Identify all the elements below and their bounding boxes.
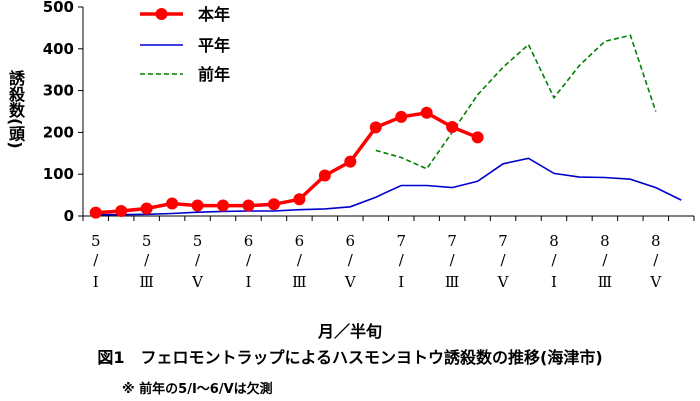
x-tick-label-month: 6 [295, 232, 305, 250]
x-tick-label-month: 6 [346, 232, 356, 250]
data-point [318, 169, 331, 182]
data-point [166, 197, 179, 210]
x-tick-label-halfmonth: Ⅲ [292, 273, 306, 291]
x-tick-label-month: 5 [193, 232, 203, 250]
x-tick-label-month: 8 [600, 232, 610, 250]
x-tick-label-month: 7 [447, 232, 457, 250]
legend-label: 平年 [198, 36, 230, 55]
x-tick-label-halfmonth: Ⅲ [598, 273, 612, 291]
x-tick-label-sep: / [93, 251, 99, 269]
data-point [191, 199, 204, 212]
series-layer [89, 34, 682, 219]
x-tick-label-halfmonth: Ⅴ [497, 273, 510, 291]
series-line [95, 110, 479, 215]
x-tick-label-halfmonth: Ⅰ [93, 273, 99, 291]
x-tick-label-month: 8 [549, 232, 559, 250]
x-axis-label: 月／半旬 [317, 322, 382, 341]
x-tick-label-sep: / [195, 251, 201, 269]
data-point [369, 121, 382, 134]
data-point [242, 199, 255, 212]
y-tick-label: 0 [64, 207, 74, 225]
data-point [395, 110, 408, 123]
x-tick-label-sep: / [653, 251, 659, 269]
y-tick-label: 100 [43, 165, 74, 183]
x-tick-label-month: 7 [498, 232, 508, 250]
legend-label: 本年 [198, 5, 230, 24]
y-tick-label: 500 [43, 0, 74, 16]
x-tick-label-sep: / [144, 251, 150, 269]
data-point [267, 198, 280, 211]
x-tick-label-halfmonth: Ⅰ [398, 273, 404, 291]
series-line [375, 34, 657, 170]
series-前年 [375, 34, 657, 170]
x-tick-label-month: 5 [91, 232, 101, 250]
data-point [446, 120, 459, 133]
data-point [420, 106, 433, 119]
x-tick-label-halfmonth: Ⅴ [649, 273, 662, 291]
footnote: ※ 前年の5/Ⅰ～6/Ⅴは欠測 [122, 382, 273, 397]
y-axis-label: 誘殺数(頭) [6, 70, 25, 149]
x-tick-label-sep: / [297, 251, 303, 269]
series-平年 [95, 157, 682, 216]
data-point [217, 199, 230, 212]
x-tick-label-halfmonth: Ⅴ [344, 273, 357, 291]
x-tick-label-halfmonth: Ⅴ [191, 273, 204, 291]
series-line [95, 157, 682, 216]
y-tick-label: 200 [43, 123, 74, 141]
y-axis: 0 100 200 300 400 500 [43, 0, 84, 225]
data-point [89, 206, 102, 219]
x-tick-label-sep: / [246, 251, 252, 269]
data-point [471, 131, 484, 144]
x-tick-label-halfmonth: Ⅰ [246, 273, 252, 291]
series-本年 [89, 106, 484, 219]
legend-marker [155, 8, 168, 20]
x-tick-label-halfmonth: Ⅲ [139, 273, 153, 291]
x-tick-label-sep: / [551, 251, 557, 269]
x-tick-label-halfmonth: Ⅲ [445, 273, 459, 291]
y-tick-label: 400 [43, 40, 74, 58]
x-tick-label-month: 5 [142, 232, 152, 250]
legend-label: 前年 [198, 65, 230, 84]
data-point [344, 155, 357, 168]
x-tick-label-sep: / [602, 251, 608, 269]
x-tick-label-month: 8 [651, 232, 661, 250]
x-tick-label-month: 6 [244, 232, 254, 250]
x-tick-label-sep: / [501, 251, 507, 269]
data-point [293, 193, 306, 206]
figure-caption: 図1 フェロモントラップによるハスモンヨトウ誘殺数の推移(海津市) [97, 348, 603, 367]
x-tick-label-sep: / [450, 251, 456, 269]
x-tick-label-halfmonth: Ⅰ [551, 273, 557, 291]
x-tick-label-sep: / [399, 251, 405, 269]
data-point [115, 204, 128, 217]
x-tick-label-month: 7 [396, 232, 406, 250]
y-tick-label: 300 [43, 82, 74, 100]
data-point [140, 202, 153, 215]
x-tick-label-sep: / [348, 251, 354, 269]
